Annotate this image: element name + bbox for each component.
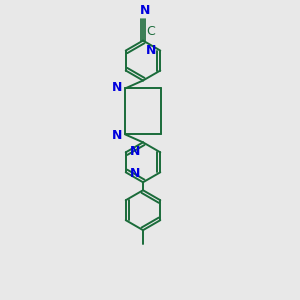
- Text: N: N: [140, 4, 150, 16]
- Text: N: N: [130, 145, 140, 158]
- Text: N: N: [112, 81, 122, 94]
- Text: N: N: [130, 167, 140, 180]
- Text: C: C: [146, 25, 155, 38]
- Text: N: N: [146, 44, 156, 57]
- Text: N: N: [112, 129, 122, 142]
